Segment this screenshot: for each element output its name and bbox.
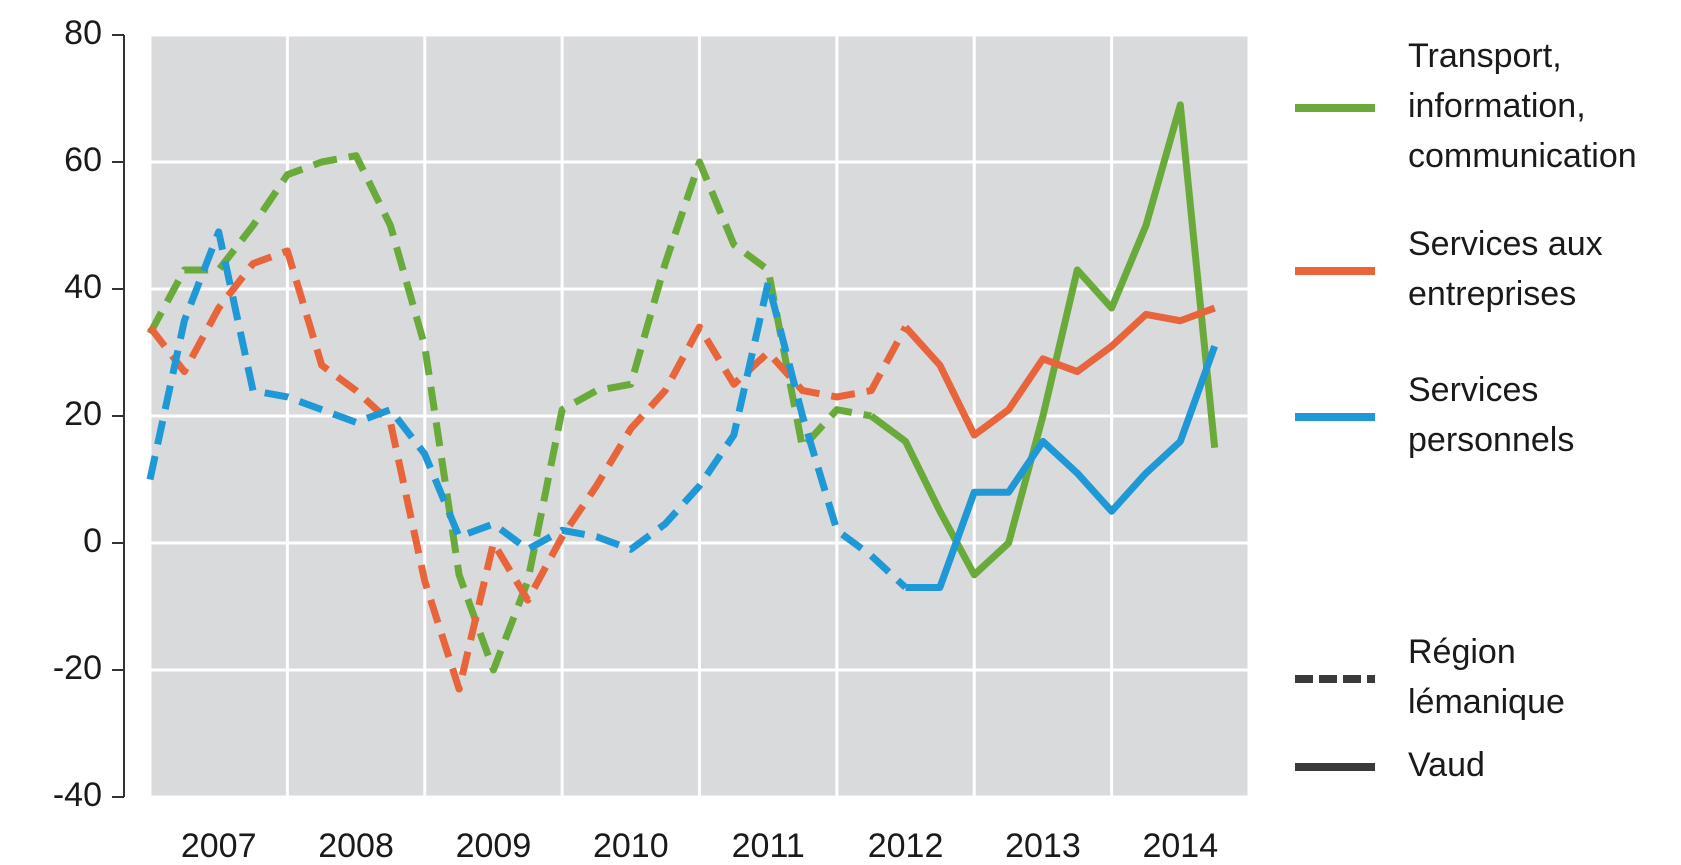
y-tick-label: 40 <box>64 268 102 306</box>
x-tick-label: 2014 <box>1142 827 1218 865</box>
line-series <box>869 101 1219 579</box>
y-tick-label: 0 <box>83 522 102 560</box>
y-tick-label: 80 <box>64 14 102 52</box>
line-series <box>146 228 908 591</box>
x-tick-label: 2013 <box>1005 827 1081 865</box>
x-tick-label: 2012 <box>868 827 944 865</box>
x-tick-label: 2008 <box>318 827 394 865</box>
y-tick-label: -40 <box>53 776 102 814</box>
y-tick-label: 60 <box>64 141 102 179</box>
x-tick-label: 2010 <box>593 827 669 865</box>
legend-label: Vaud <box>1408 746 1485 784</box>
x-tick-label: 2011 <box>732 827 805 865</box>
legend-label: Région lémanique <box>1408 633 1565 721</box>
legend-label: Transport, information, communication <box>1408 37 1637 175</box>
line-series <box>147 247 909 693</box>
legend-label: Services personnels <box>1408 371 1574 459</box>
line-series <box>905 344 1218 591</box>
line-series <box>902 304 1216 439</box>
y-tick-label: 20 <box>64 395 102 433</box>
line-series <box>146 152 872 674</box>
legend-label: Services aux entreprises <box>1408 225 1603 313</box>
x-tick-label: 2007 <box>181 827 257 865</box>
y-tick-label: -20 <box>53 649 102 687</box>
x-tick-label: 2009 <box>456 827 532 865</box>
